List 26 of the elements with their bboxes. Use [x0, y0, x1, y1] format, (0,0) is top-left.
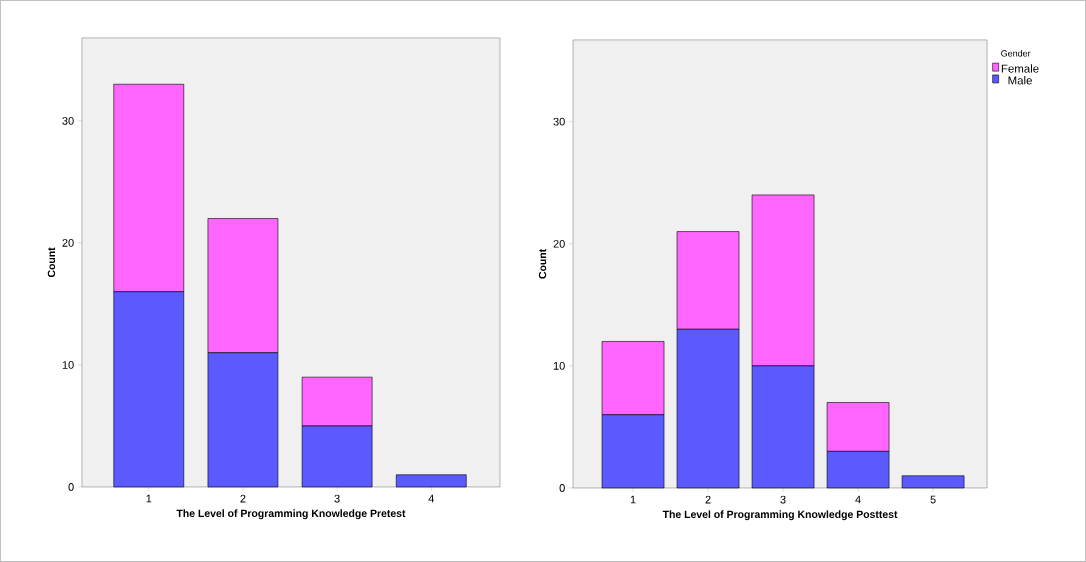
- x-tick-label: 1: [630, 495, 636, 504]
- y-tick-label: 20: [553, 239, 565, 248]
- y-axis-title: Count: [47, 247, 56, 278]
- bar: [901, 475, 965, 489]
- x-axis-title: The Level of Programming Knowledge Posttest: [662, 510, 898, 521]
- y-tick-label: 10: [62, 361, 74, 369]
- x-tick-label: 4: [428, 494, 434, 503]
- bar: [395, 474, 467, 488]
- x-tick-label: 2: [240, 494, 246, 503]
- x-tick-label: 3: [334, 494, 340, 503]
- x-tick-label: 4: [855, 495, 861, 504]
- y-tick-label: 30: [62, 117, 74, 125]
- y-tick-label: 30: [553, 117, 565, 126]
- y-tick-label: 0: [68, 483, 74, 491]
- y-axis-title: Count: [538, 249, 547, 279]
- x-tick-label: 5: [930, 495, 936, 504]
- x-tick-label: 3: [780, 495, 786, 504]
- y-tick-label: 20: [62, 239, 74, 247]
- x-axis-title: The Level of Programming Knowledge Pretest: [176, 509, 406, 520]
- y-tick-label: 10: [553, 362, 565, 370]
- legend-label: Male: [1008, 76, 1032, 85]
- x-tick-label: 1: [146, 494, 152, 503]
- y-tick-label: 0: [559, 484, 565, 492]
- legend-title: Gender: [1001, 50, 1031, 57]
- legend-label: Female: [1001, 64, 1039, 73]
- x-tick-label: 2: [705, 495, 711, 504]
